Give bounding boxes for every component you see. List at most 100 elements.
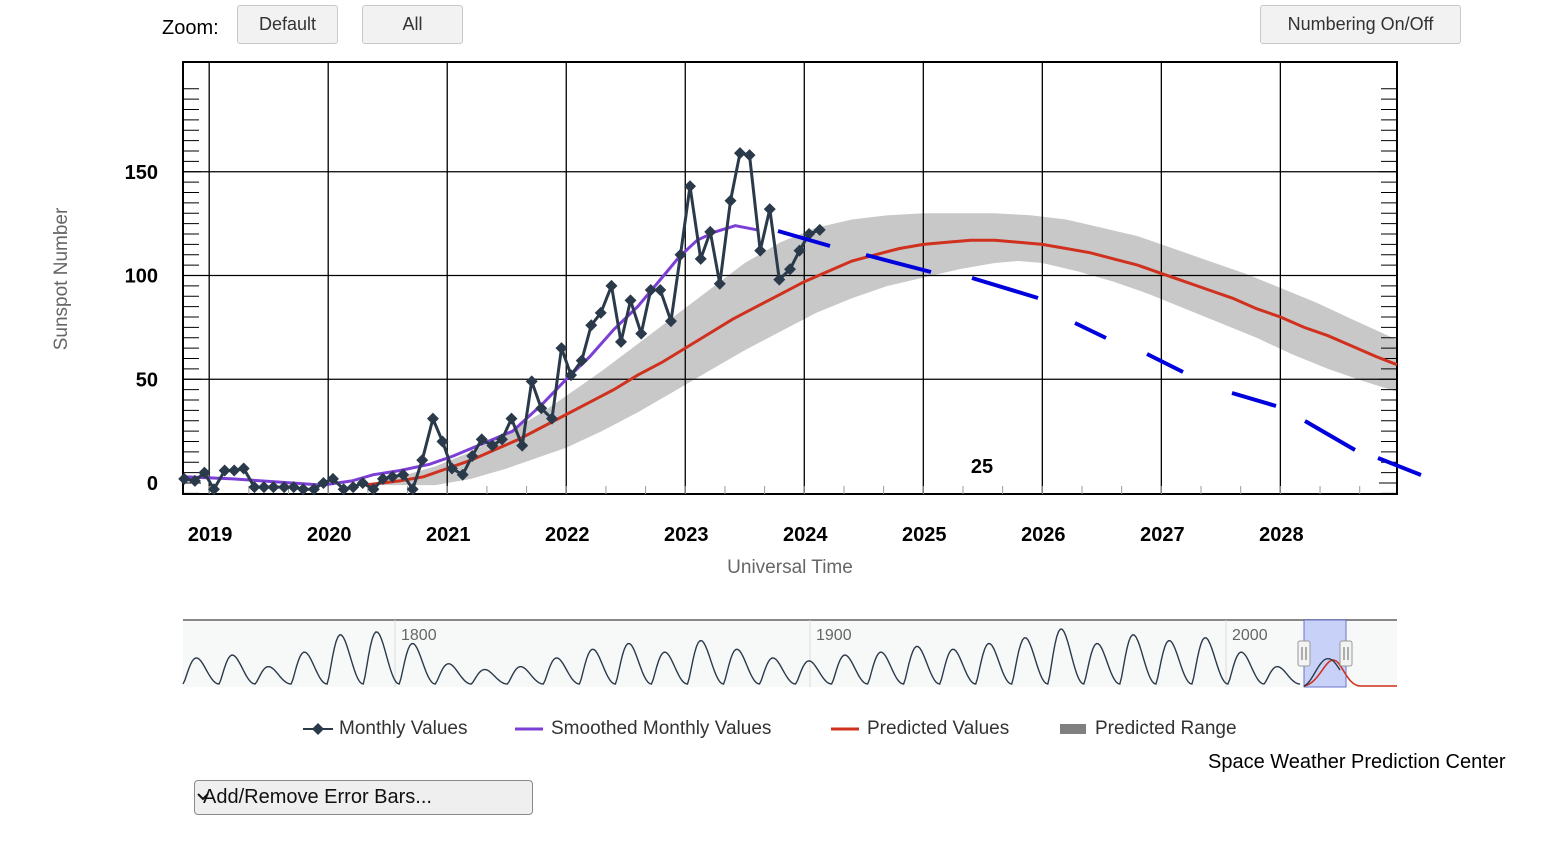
sunspot-chart: 2019 2020 2021 2022 2023 2024 2025 2026 2027 2028… [51,61,1422,688]
trend-dash [1074,321,1107,340]
monthly-value-point [555,342,568,355]
monthly-value-point [445,462,458,475]
monthly-value-point [495,433,508,446]
x-tick-label: 2020 [307,524,352,546]
x-tick-label: 2027 [1140,524,1185,546]
monthly-value-point [237,462,250,475]
legend-predicted-values[interactable]: Predicted Values [831,718,1009,740]
monthly-value-point [466,450,479,463]
monthly-value-point [416,454,429,467]
navigator-handle [1297,640,1311,667]
navigator-year-label: 1800 [401,627,437,644]
legend-predicted-range[interactable]: Predicted Range [1059,718,1237,740]
x-tick-label: 2024 [783,524,828,546]
chevron-down-icon [197,793,209,801]
trend-dash [971,276,1039,300]
legend-label: Predicted Values [867,718,1010,739]
legend-diamond-icon [303,719,333,739]
monthly-value-point [754,244,767,257]
credit-text: Space Weather Prediction Center [1208,751,1506,773]
monthly-value-point [624,294,637,307]
monthly-value-point [605,279,618,292]
legend-monthly-values[interactable]: Monthly Values [303,718,468,740]
monthly-value-point [704,225,717,238]
monthly-value-point [535,402,548,415]
y-tick-label: 50 [136,369,158,391]
time-navigator[interactable]: 1800 1900 2000 [182,619,1397,688]
monthly-value-point [386,470,399,483]
monthly-value-point [406,483,419,496]
axis-labels: 2019 2020 2021 2022 2023 2024 2025 2026 2027 2028… [125,162,1304,546]
monthly-value-point [307,483,320,496]
navigator-history-line [182,628,1301,685]
legend-label: Monthly Values [339,718,468,739]
monthly-value-point [505,412,518,425]
zoom-default-button[interactable]: Default [237,5,338,44]
numbering-toggle-button[interactable]: Numbering On/Off [1260,5,1461,44]
monthly-value-point [228,464,241,477]
navigator-recent-line [1303,657,1341,687]
x-tick-label: 2025 [902,524,947,546]
cycle-number-label: 25 [971,456,993,478]
monthly-value-point [734,147,747,160]
monthly-value-point [614,335,627,348]
monthly-value-point [516,439,529,452]
monthly-value-point [684,180,697,193]
trend-dash [1146,352,1184,374]
monthly-value-point [326,472,339,485]
predicted-values-series [363,238,1398,487]
monthly-value-point [724,194,737,207]
legend-band-icon [1059,719,1089,739]
chart-minor-ticks [183,88,1397,494]
monthly-value-point [525,375,538,388]
predicted-range-band [363,213,1397,486]
blue-dashed-trend [777,229,1422,477]
y-tick-label: 150 [125,162,158,184]
monthly-value-point [267,481,280,494]
monthly-value-point [257,481,270,494]
monthly-value-point [793,244,806,257]
monthly-value-point [218,464,231,477]
monthly-value-point [188,474,201,487]
trend-dash [1377,456,1422,477]
legend-smoothed-values[interactable]: Smoothed Monthly Values [515,718,771,740]
y-axis-title: Sunspot Number [51,207,72,350]
y-tick-label: 100 [125,266,158,288]
monthly-value-point [644,284,657,297]
monthly-value-point [475,433,488,446]
monthly-value-point [594,306,607,319]
zoom-label: Zoom: [162,17,219,39]
y-tick-label: 0 [147,473,158,495]
monthly-value-point [743,149,756,162]
monthly-value-point [317,477,330,489]
monthly-value-point [773,273,786,286]
error-bars-select[interactable]: Add/Remove Error Bars... [194,780,533,815]
trend-dash [777,229,831,248]
zoom-all-button[interactable]: All [362,5,463,44]
monthly-value-point [763,203,776,216]
monthly-value-point [694,252,707,265]
monthly-value-point [207,483,220,496]
navigator-year-label: 2000 [1232,627,1268,644]
monthly-value-point [337,483,350,496]
monthly-value-point [278,481,291,494]
error-bars-select-value: Add/Remove Error Bars... [203,786,432,808]
monthly-value-point [367,483,380,496]
monthly-value-point [664,315,677,328]
monthly-value-point [397,468,410,481]
x-tick-label: 2019 [188,524,233,546]
trend-dash [1231,391,1277,408]
monthly-value-point [297,483,310,496]
monthly-value-point [198,466,211,479]
monthly-value-point [635,327,648,340]
legend-line-icon [515,719,545,739]
predicted-values-line [363,238,1398,487]
navigator-year-label: 1900 [816,627,852,644]
x-tick-label: 2023 [664,524,709,546]
monthly-value-point [585,319,598,332]
monthly-value-point [426,412,439,425]
chart-legend: Monthly Values Smoothed Monthly Values P… [0,718,1561,744]
predicted-range-area [363,213,1397,486]
x-axis-title: Universal Time [727,557,853,578]
monthly-value-point [545,412,558,425]
